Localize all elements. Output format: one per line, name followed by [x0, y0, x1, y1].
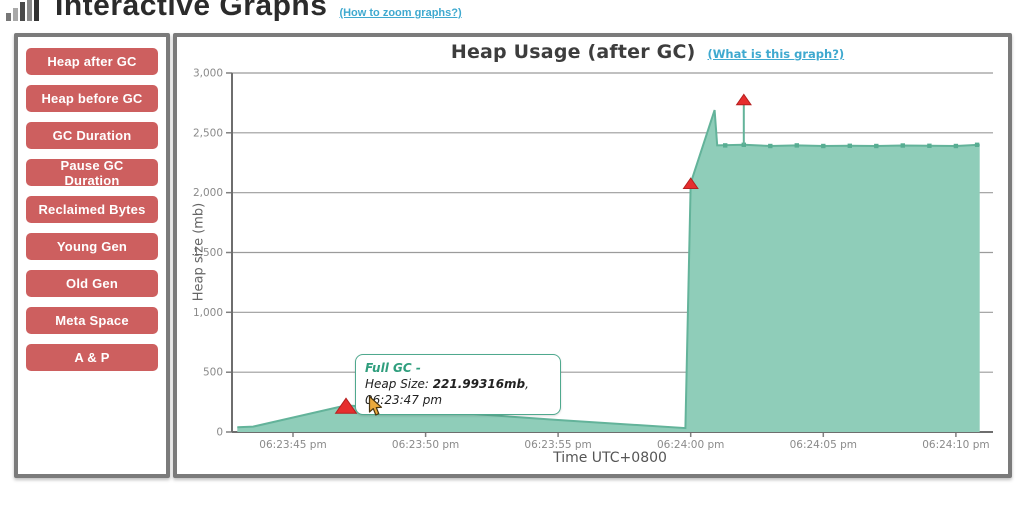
- y-tick-label: 1,000: [193, 307, 223, 319]
- x-axis-title: Time UTC+0800: [553, 450, 667, 466]
- chart-panel: 05001,0001,5002,0002,5003,00006:23:45 pm…: [173, 33, 1012, 478]
- what-is-graph-link[interactable]: (What is this graph?): [707, 47, 844, 61]
- how-to-zoom-link[interactable]: (How to zoom graphs?): [339, 7, 461, 19]
- app-title: Interactive Graphs: [55, 0, 327, 21]
- y-axis-title: Heap size (mb): [192, 203, 207, 302]
- x-tick-label: 06:24:00 pm: [657, 439, 724, 451]
- sidebar-button-gc-duration[interactable]: GC Duration: [26, 122, 158, 149]
- tooltip-heap-size-value: 221.99316mb: [433, 377, 525, 391]
- heap-usage-chart[interactable]: 05001,0001,5002,0002,5003,00006:23:45 pm…: [177, 37, 1008, 474]
- sidebar-button-meta-space[interactable]: Meta Space: [26, 307, 158, 334]
- tooltip-event-name: Full GC -: [365, 360, 551, 376]
- sidebar-button-reclaimed-bytes[interactable]: Reclaimed Bytes: [26, 196, 158, 223]
- x-tick-label: 06:24:10 pm: [922, 439, 989, 451]
- sidebar-button-old-gen[interactable]: Old Gen: [26, 270, 158, 297]
- gc-tooltip: Full GC - Heap Size: 221.99316mb, 06:23:…: [355, 354, 561, 415]
- sidebar-button-a-p[interactable]: A & P: [26, 344, 158, 371]
- y-tick-label: 0: [216, 427, 223, 439]
- sidebar-button-young-gen[interactable]: Young Gen: [26, 233, 158, 260]
- sidebar-button-heap-after-gc[interactable]: Heap after GC: [26, 48, 158, 75]
- plot-area[interactable]: [232, 73, 993, 432]
- x-tick-label: 06:23:45 pm: [259, 439, 326, 451]
- y-tick-label: 3,000: [193, 68, 223, 80]
- bar-chart-icon: [6, 0, 43, 21]
- app-header: Interactive Graphs (How to zoom graphs?): [6, 0, 666, 21]
- page: Interactive Graphs (How to zoom graphs?)…: [0, 0, 1024, 515]
- y-tick-label: 2,500: [193, 127, 223, 139]
- sidebar-button-pause-gc-duration[interactable]: Pause GC Duration: [26, 159, 158, 186]
- chart-title: Heap Usage (after GC): [451, 41, 696, 63]
- x-tick-label: 06:23:50 pm: [392, 439, 459, 451]
- y-tick-label: 500: [203, 367, 223, 379]
- sidebar-panel: Heap after GC Heap before GC GC Duration Pa…: [14, 33, 170, 478]
- sidebar-button-heap-before-gc[interactable]: Heap before GC: [26, 85, 158, 112]
- y-tick-label: 2,000: [193, 187, 223, 199]
- mouse-cursor-icon: [368, 396, 384, 417]
- tooltip-heap-size-label: Heap Size:: [365, 377, 433, 391]
- x-tick-label: 06:24:05 pm: [790, 439, 857, 451]
